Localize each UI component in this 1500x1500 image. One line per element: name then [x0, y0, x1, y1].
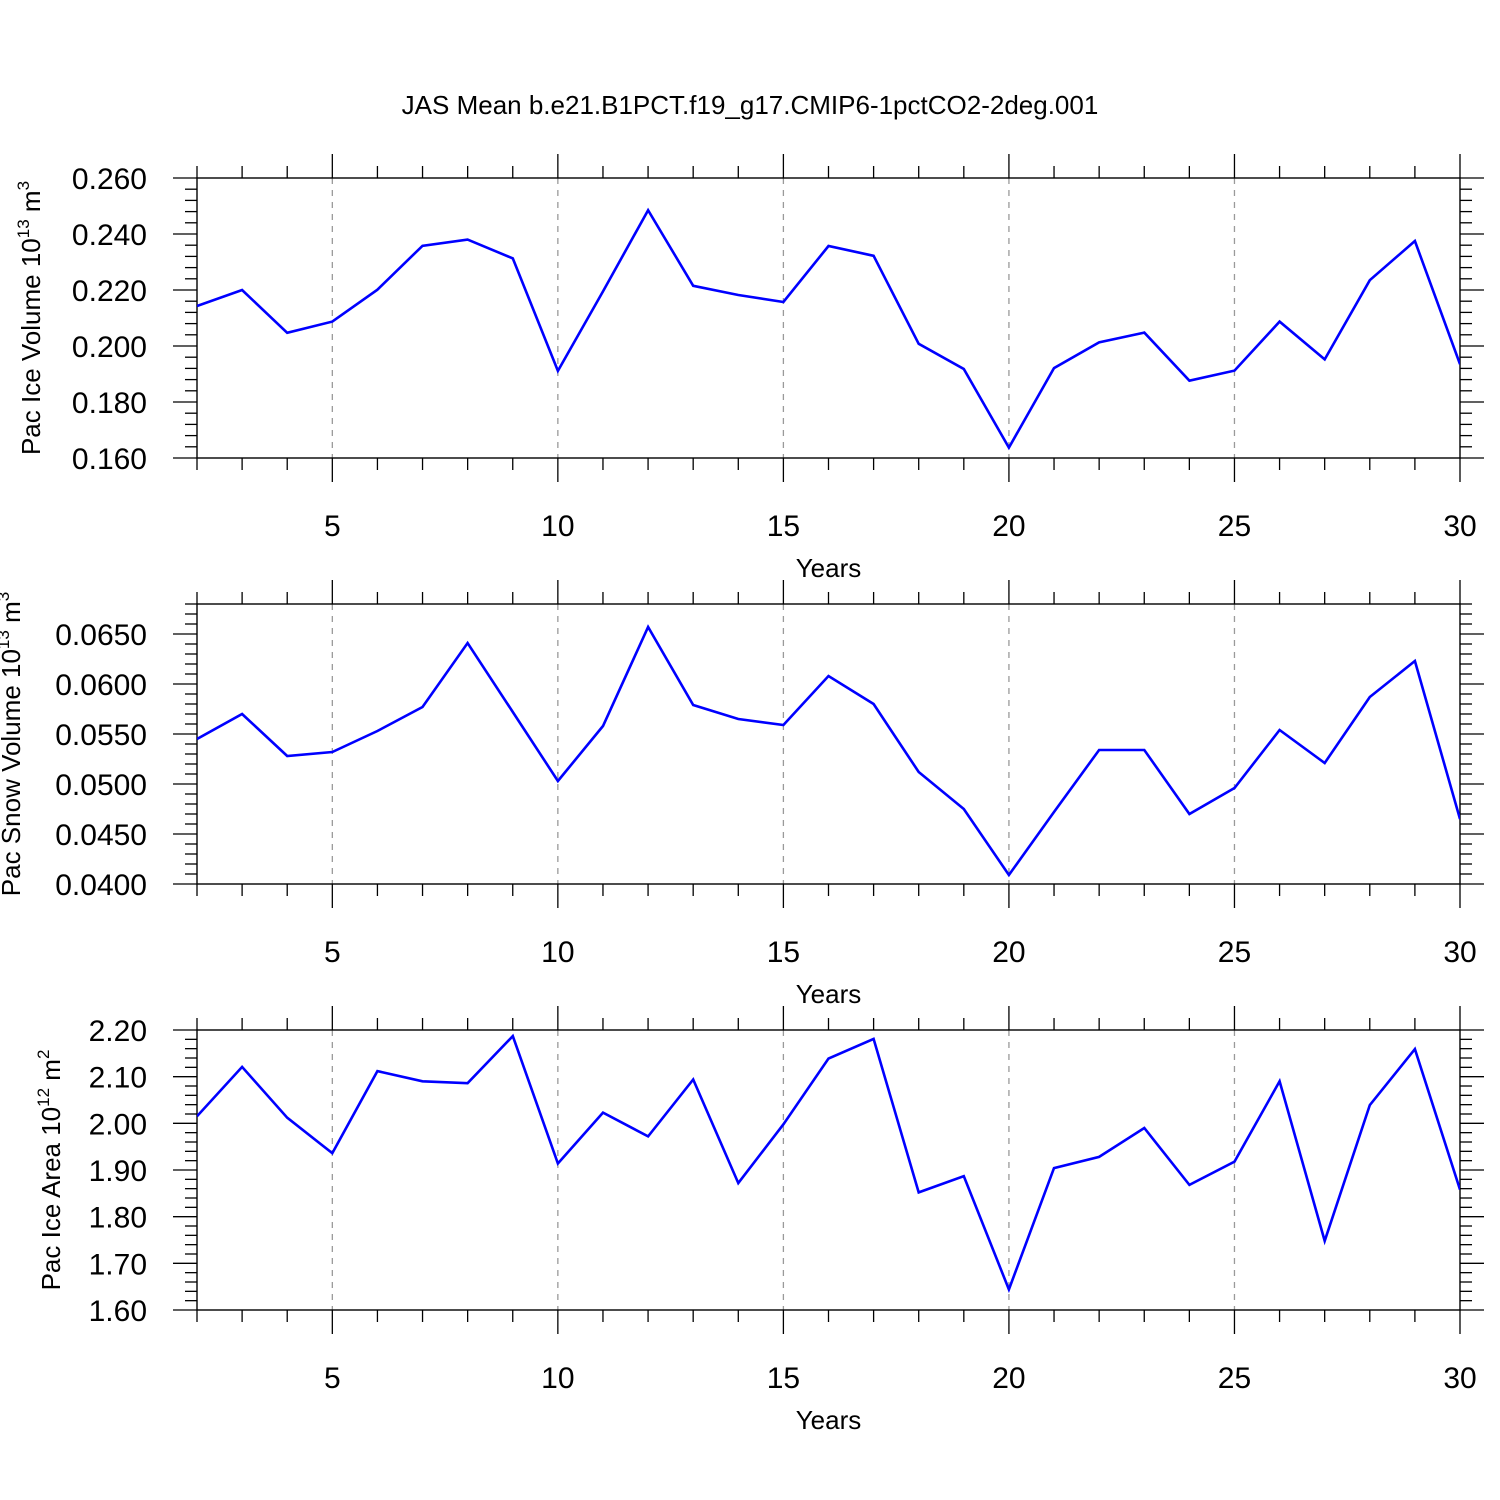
y-tick-label: 0.0650 [55, 619, 147, 652]
y-tick-label: 1.90 [89, 1155, 147, 1188]
x-tick-label: 10 [541, 936, 574, 969]
plot-frame [196, 177, 1461, 459]
y-axis-label: Pac Ice Area 1012 m2 [34, 1050, 66, 1291]
y-tick-label: 0.220 [72, 275, 147, 308]
y-axis-label-base: Pac Ice Volume 10 [16, 238, 46, 455]
series-line [197, 1033, 1460, 1294]
x-axis-label: Years [796, 553, 862, 583]
y-axis-label-base: Pac Ice Area 10 [36, 1107, 66, 1291]
x-tick-label: 20 [992, 1362, 1025, 1395]
y-tick-label: 0.0600 [55, 669, 147, 702]
y-tick-label: 1.70 [89, 1248, 147, 1281]
chart-title: JAS Mean b.e21.B1PCT.f19_g17.CMIP6-1pctC… [402, 90, 1099, 120]
x-axis-label: Years [796, 979, 862, 1009]
x-axis-label: Years [796, 1405, 862, 1435]
y-axis-label-unit-exp: 2 [34, 1050, 53, 1059]
y-axis-label: Pac Snow Volume 1013 m3 [0, 592, 26, 896]
series-line [197, 207, 1460, 451]
y-axis-label: Pac Ice Volume 1013 m3 [14, 181, 46, 455]
x-tick-label: 10 [541, 510, 574, 543]
y-tick-label: 0.0400 [55, 869, 147, 902]
x-tick-label: 20 [992, 510, 1025, 543]
y-axis-label-unit: m [0, 601, 26, 630]
x-tick-label: 30 [1443, 936, 1476, 969]
y-tick-label: 0.180 [72, 387, 147, 420]
x-tick-label: 20 [992, 936, 1025, 969]
x-tick-label: 25 [1218, 1362, 1251, 1395]
y-tick-label: 1.60 [89, 1295, 147, 1328]
x-tick-label: 30 [1443, 1362, 1476, 1395]
plot-frame [196, 603, 1461, 885]
y-axis-label-unit-exp: 3 [0, 592, 13, 601]
y-tick-label: 0.0500 [55, 769, 147, 802]
y-tick-label: 1.80 [89, 1202, 147, 1235]
x-tick-label: 5 [324, 936, 341, 969]
panel-3: 5 10 15 20 25 30 Years 1.60 1.70 1.80 1.90 2.00 2.10… [34, 1006, 1484, 1435]
y-axis-label-exp: 12 [34, 1088, 53, 1107]
y-axis-label-unit-exp: 3 [14, 181, 33, 190]
y-tick-label: 0.260 [72, 163, 147, 196]
x-tick-label: 5 [324, 1362, 341, 1395]
y-axis-label-unit: m [36, 1059, 66, 1088]
x-tick-label: 25 [1218, 936, 1251, 969]
panel-1: 5 10 15 20 25 30 Years 0.160 0.180 0.200 0.220 0.24… [14, 154, 1484, 583]
y-axis-label-exp: 13 [14, 219, 33, 238]
y-tick-label: 2.20 [89, 1015, 147, 1048]
y-tick-label: 2.00 [89, 1108, 147, 1141]
panel-2: 5 10 15 20 25 30 Years 0.0400 0.0450 0.0500 0.0550… [0, 580, 1484, 1009]
y-tick-label: 0.240 [72, 219, 147, 252]
y-tick-label: 0.0450 [55, 819, 147, 852]
x-tick-label: 25 [1218, 510, 1251, 543]
x-tick-label: 15 [767, 510, 800, 543]
y-axis-label-exp: 13 [0, 630, 13, 649]
y-tick-label: 0.160 [72, 443, 147, 476]
y-axis-label-unit: m [16, 190, 46, 219]
y-tick-label: 2.10 [89, 1062, 147, 1095]
y-axis-label-base: Pac Snow Volume 10 [0, 649, 26, 896]
y-tick-label: 0.200 [72, 331, 147, 364]
series-line [197, 624, 1460, 878]
x-tick-label: 15 [767, 1362, 800, 1395]
x-tick-label: 10 [541, 1362, 574, 1395]
x-tick-label: 5 [324, 510, 341, 543]
y-tick-label: 0.0550 [55, 719, 147, 752]
x-tick-label: 15 [767, 936, 800, 969]
x-tick-label: 30 [1443, 510, 1476, 543]
